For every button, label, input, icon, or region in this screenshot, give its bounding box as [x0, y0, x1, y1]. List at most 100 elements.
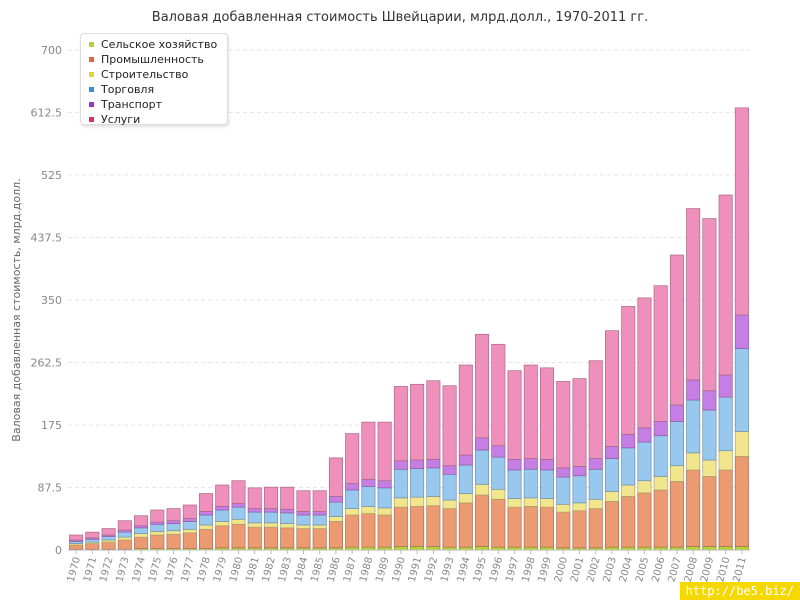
legend-item[interactable]: Транспорт — [89, 97, 227, 112]
bar-segment — [686, 546, 701, 551]
bar-segment — [150, 531, 165, 536]
axes — [68, 549, 750, 554]
bar-segment — [442, 499, 457, 509]
y-tick-label: 525 — [41, 169, 62, 182]
x-tick-label: 2006 — [650, 556, 667, 583]
bar-segment — [426, 546, 441, 551]
x-tick-label: 1975 — [147, 556, 164, 583]
bar-segment — [101, 541, 116, 550]
bar-segment — [69, 534, 84, 541]
x-tick-label: 1979 — [212, 556, 229, 583]
bar-segment — [686, 399, 701, 454]
bar-segment — [280, 527, 295, 549]
y-tick-label: 262.5 — [31, 357, 63, 370]
bar-segment — [621, 447, 636, 486]
x-tick-label: 1971 — [82, 556, 99, 583]
y-axis-label: Валовая добавленная стоимость, млрд.долл… — [10, 178, 23, 441]
bar-segment — [134, 527, 149, 534]
bar-segment — [702, 459, 717, 477]
legend-item[interactable]: Строительство — [89, 67, 227, 82]
bar-segment — [475, 494, 490, 547]
bar-segment — [85, 531, 100, 539]
bar-segment — [475, 449, 490, 485]
bar-segment — [491, 445, 506, 458]
x-tick-label: 1992 — [423, 556, 440, 583]
bar-segment — [653, 285, 668, 422]
legend-item[interactable]: Промышленность — [89, 52, 227, 67]
legend-label: Сельское хозяйство — [101, 38, 218, 51]
bar-segment — [491, 456, 506, 490]
bar-segment — [247, 511, 262, 524]
bar-segment — [426, 505, 441, 547]
chart-title: Валовая добавленная стоимость Швейцарии,… — [151, 10, 649, 25]
x-tick-label: 1988 — [358, 556, 375, 583]
legend-item[interactable]: Сельское хозяйство — [89, 37, 227, 52]
bar-segment — [734, 431, 749, 457]
bar-segment — [572, 378, 587, 467]
x-tick-label: 1997 — [504, 556, 521, 583]
bar-segment — [345, 514, 360, 548]
bar-segment — [523, 506, 538, 548]
legend-label: Промышленность — [101, 53, 204, 66]
x-tick-label: 2002 — [585, 556, 602, 583]
bar-segment — [263, 526, 278, 549]
bar-segment — [328, 457, 343, 497]
x-tick-label: 1973 — [115, 556, 132, 583]
bar-segment — [361, 486, 376, 507]
bar-segment — [150, 534, 165, 549]
bar-segment — [718, 194, 733, 376]
bar-segment — [540, 458, 555, 471]
bar-segment — [458, 493, 473, 504]
bar-segment — [231, 518, 246, 525]
bar-segment — [215, 506, 230, 511]
bar-segment — [345, 433, 360, 484]
legend-item[interactable]: Услуги — [89, 112, 227, 127]
bar-segment — [134, 515, 149, 527]
bar-segment — [426, 467, 441, 497]
legend-label: Транспорт — [101, 98, 162, 111]
bar-segment — [702, 476, 717, 547]
bar-segment — [588, 498, 603, 509]
bar-segment — [166, 520, 181, 524]
bar-segment — [328, 496, 343, 503]
bar-segment — [556, 476, 571, 505]
x-tick-label: 1984 — [293, 556, 310, 583]
bar-segment — [312, 490, 327, 512]
bar-segment — [507, 498, 522, 508]
bar-segment — [540, 506, 555, 548]
bar-segment — [653, 435, 668, 477]
legend-swatch — [89, 117, 94, 122]
bar-segment — [686, 452, 701, 471]
bar-segment — [686, 469, 701, 547]
x-tick-label: 1980 — [228, 556, 245, 583]
legend-item[interactable]: Торговля — [89, 82, 227, 97]
bar-segment — [263, 511, 278, 524]
watermark: http://be5.biz/ — [679, 582, 800, 600]
bar-segment — [361, 513, 376, 548]
bar-segment — [393, 497, 408, 508]
legend-swatch — [89, 102, 94, 107]
bar-segment — [458, 454, 473, 466]
bar-segment — [393, 506, 408, 547]
bar-segment — [328, 516, 343, 522]
legend-label: Торговля — [101, 83, 155, 96]
bar-segment — [410, 459, 425, 469]
bar-segment — [215, 521, 230, 527]
bar-segment — [540, 498, 555, 508]
x-tick-label: 2004 — [618, 556, 635, 583]
bar-segment — [361, 506, 376, 514]
bar-segment — [296, 490, 311, 512]
y-tick-label: 437.5 — [31, 232, 63, 245]
x-tick-label: 1981 — [244, 556, 261, 583]
bar-segment — [718, 546, 733, 551]
bar-segment — [491, 488, 506, 500]
x-tick-label: 2011 — [732, 556, 749, 583]
x-tick-label: 2001 — [569, 556, 586, 583]
x-tick-label: 1970 — [66, 556, 83, 583]
bar-segment — [588, 468, 603, 500]
x-tick-label: 1987 — [342, 556, 359, 583]
bar-segment — [377, 514, 392, 548]
bar-segment — [247, 508, 262, 513]
bar-segment — [377, 507, 392, 516]
bar-segment — [263, 486, 278, 509]
